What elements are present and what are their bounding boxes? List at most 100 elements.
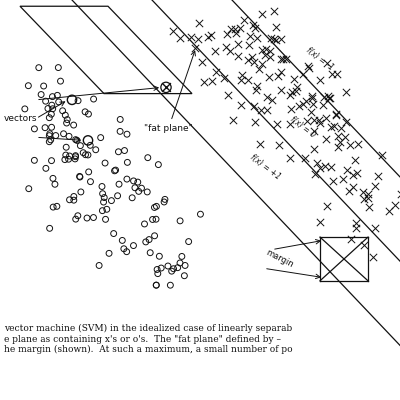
Point [163,84,169,90]
Point [43,165,49,172]
Point [337,139,343,145]
Point [311,145,318,152]
Point [274,120,280,127]
Point [245,76,251,83]
Point [340,176,346,182]
Point [302,155,308,162]
Point [312,170,318,177]
Point [174,264,181,271]
Point [82,152,89,158]
Point [329,71,336,77]
Point [154,270,161,277]
Point [75,212,81,219]
Point [42,98,49,104]
Point [221,74,228,81]
Point [106,250,112,256]
Point [138,185,145,191]
Point [283,56,289,62]
Point [60,130,67,137]
Point [154,266,160,273]
Point [56,99,62,105]
Point [238,102,244,108]
Point [266,74,272,81]
Point [66,153,73,159]
Point [66,133,72,140]
Point [365,190,371,197]
Point [38,91,44,98]
Point [42,124,48,131]
Point [278,36,284,42]
Point [124,248,130,255]
Text: vectors: vectors [4,114,38,123]
Point [119,237,126,244]
Point [278,69,284,75]
Point [253,83,260,89]
Point [72,136,79,143]
Point [62,156,68,163]
Point [271,36,277,42]
Point [98,134,104,141]
Point [372,225,378,231]
Point [250,102,257,109]
Point [316,165,323,172]
Point [60,108,66,114]
Point [85,111,92,117]
Point [111,168,118,174]
Point [246,42,252,48]
Point [304,118,310,124]
Point [70,122,77,128]
Point [151,232,158,239]
Point [66,196,73,203]
Point [347,142,353,148]
Point [310,100,316,107]
Point [158,265,164,271]
Point [76,173,83,180]
Point [142,239,149,245]
Point [112,167,119,173]
Point [141,221,148,227]
Point [290,76,297,82]
Point [101,194,108,201]
Point [364,195,371,201]
Point [352,157,358,164]
Point [338,125,344,131]
Point [84,215,90,221]
Point [117,128,123,134]
Point [192,45,198,52]
Point [55,64,62,71]
Point [77,174,83,180]
Point [146,236,152,243]
Point [153,216,159,222]
Point [86,169,92,175]
Point [130,242,137,249]
Point [40,83,47,89]
Text: f(x) = 0: f(x) = 0 [288,115,316,140]
Point [195,36,201,42]
Point [250,21,256,28]
Point [102,216,109,222]
Point [251,58,258,65]
Point [223,44,229,50]
Point [115,148,122,155]
Point [308,109,315,115]
Point [48,158,55,164]
Point [69,97,75,103]
Point [92,146,99,153]
Point [57,78,64,84]
Point [326,94,333,101]
Point [208,32,214,38]
Point [224,91,231,98]
Point [366,204,372,210]
Point [124,176,130,182]
Point [52,132,59,139]
Point [228,25,234,32]
Point [48,137,54,143]
Point [350,184,356,190]
Point [161,199,167,205]
Point [63,144,70,150]
Point [129,194,135,201]
Point [48,102,55,108]
Point [314,160,320,166]
Point [82,109,88,115]
Point [256,66,263,72]
